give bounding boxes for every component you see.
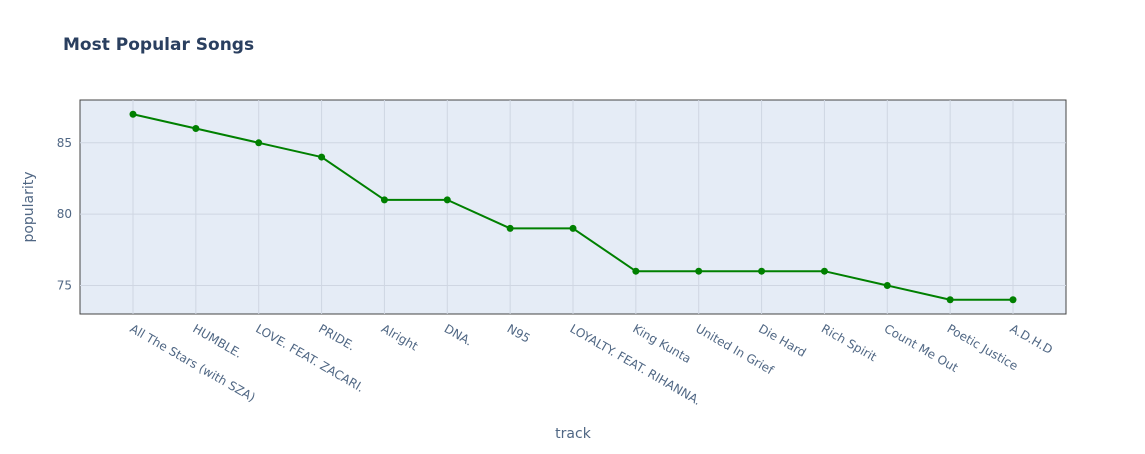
x-tick-label: Alright <box>379 321 421 353</box>
data-point <box>695 267 703 275</box>
data-point <box>632 267 640 275</box>
chart-title: Most Popular Songs <box>63 35 254 55</box>
y-axis-title: popularity <box>21 171 37 242</box>
data-point <box>192 125 200 133</box>
x-tick-label: DNA. <box>442 321 475 348</box>
x-tick-label: N95 <box>505 321 533 345</box>
x-tick-label: Rich Spirit <box>819 321 879 364</box>
data-point <box>318 153 326 161</box>
data-point <box>443 196 451 204</box>
data-point <box>255 139 263 147</box>
x-tick-label: LOVE. FEAT. ZACARI. <box>253 321 366 394</box>
x-tick-label: PRIDE. <box>316 321 357 353</box>
y-tick-label: 75 <box>57 278 72 292</box>
data-point <box>129 110 137 118</box>
data-point <box>506 224 514 232</box>
y-tick-label: 80 <box>57 207 72 221</box>
data-point <box>758 267 766 275</box>
x-tick-label: HUMBLE. <box>190 321 244 360</box>
data-point <box>820 267 828 275</box>
data-point <box>883 281 891 289</box>
data-point <box>569 224 577 232</box>
data-point <box>380 196 388 204</box>
series-layer <box>129 110 1017 304</box>
x-axis-title: track <box>555 426 592 442</box>
data-point <box>1009 296 1017 304</box>
x-tick-label: Die Hard <box>756 321 808 359</box>
data-point <box>946 296 954 304</box>
y-tick-label: 85 <box>57 136 72 150</box>
grid-layer <box>80 100 1066 314</box>
x-tick-label: A.D.H.D <box>1008 321 1055 356</box>
